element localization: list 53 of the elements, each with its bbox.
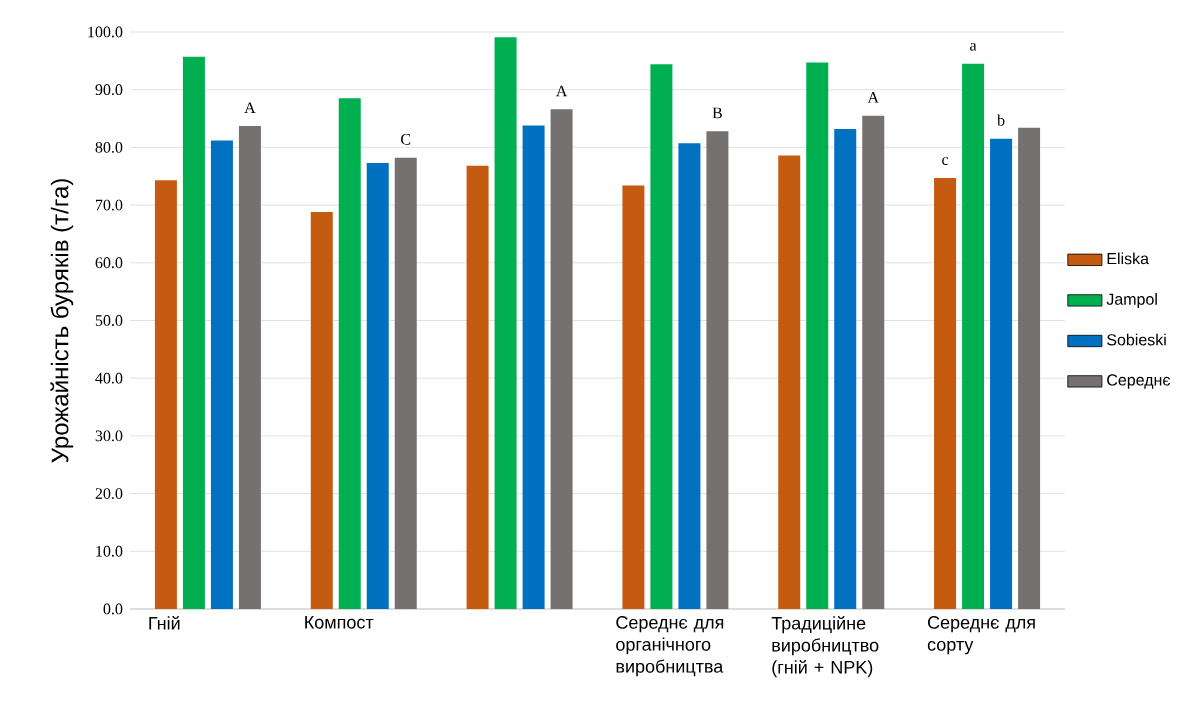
bar: [778, 155, 801, 609]
y-tick-label: 100.0: [88, 26, 123, 38]
bar: [310, 212, 333, 609]
y-tick-label: 20.0: [95, 488, 123, 500]
data-label: A: [555, 85, 568, 97]
data-label: A: [244, 102, 256, 113]
data-label: A: [867, 92, 879, 103]
bar: [934, 177, 957, 609]
bar: [182, 56, 205, 609]
x-tick-label: Компост: [305, 616, 374, 629]
y-tick-label: 60.0: [95, 257, 123, 269]
y-tick-label: 30.0: [95, 430, 123, 442]
bar: [1018, 127, 1041, 609]
legend-label: Eliska: [1107, 252, 1150, 265]
bar: [522, 125, 545, 609]
bar: [394, 157, 417, 609]
y-axis-title: Урожайність буряків (т/га): [50, 179, 74, 463]
data-label: c: [942, 157, 949, 165]
x-tick-label: Середнє для органічного виробництва: [616, 616, 724, 677]
data-label: a: [970, 43, 977, 51]
bar: [622, 185, 645, 609]
bar: [154, 180, 177, 609]
bar: [494, 37, 517, 609]
bar: [238, 126, 261, 609]
bar: [862, 115, 885, 609]
bar: [210, 140, 233, 609]
legend-label: Sobieski: [1107, 333, 1166, 346]
y-tick-label: 40.0: [95, 372, 123, 384]
y-tick-label: 70.0: [96, 199, 123, 211]
bar: [962, 63, 985, 609]
y-tick-label: 0.0: [103, 603, 123, 615]
bar: [806, 62, 829, 609]
bar: [990, 138, 1013, 609]
bar: [466, 165, 489, 609]
y-tick-label: 90.0: [95, 84, 123, 96]
data-label: b: [997, 114, 1005, 126]
y-tick-label: 10.0: [96, 545, 123, 557]
bar: [678, 143, 701, 609]
legend-label: Jampol: [1106, 293, 1157, 309]
data-label: C: [401, 133, 411, 145]
x-tick-label: Середнє для сорту: [927, 616, 1035, 655]
x-tick-label: Гній: [149, 616, 180, 630]
y-tick-label: 50.0: [95, 315, 123, 326]
bar: [650, 64, 673, 609]
x-tick-label: Традиційне виробництво (гній + NPK): [771, 616, 879, 678]
data-label: B: [712, 107, 722, 119]
legend-label: Середнє: [1107, 374, 1171, 389]
bar: [366, 162, 389, 609]
y-tick-label: 80.0: [95, 141, 123, 153]
bar: [338, 98, 361, 609]
bar: [550, 109, 573, 609]
bar: [706, 131, 729, 609]
bar: [834, 128, 857, 609]
